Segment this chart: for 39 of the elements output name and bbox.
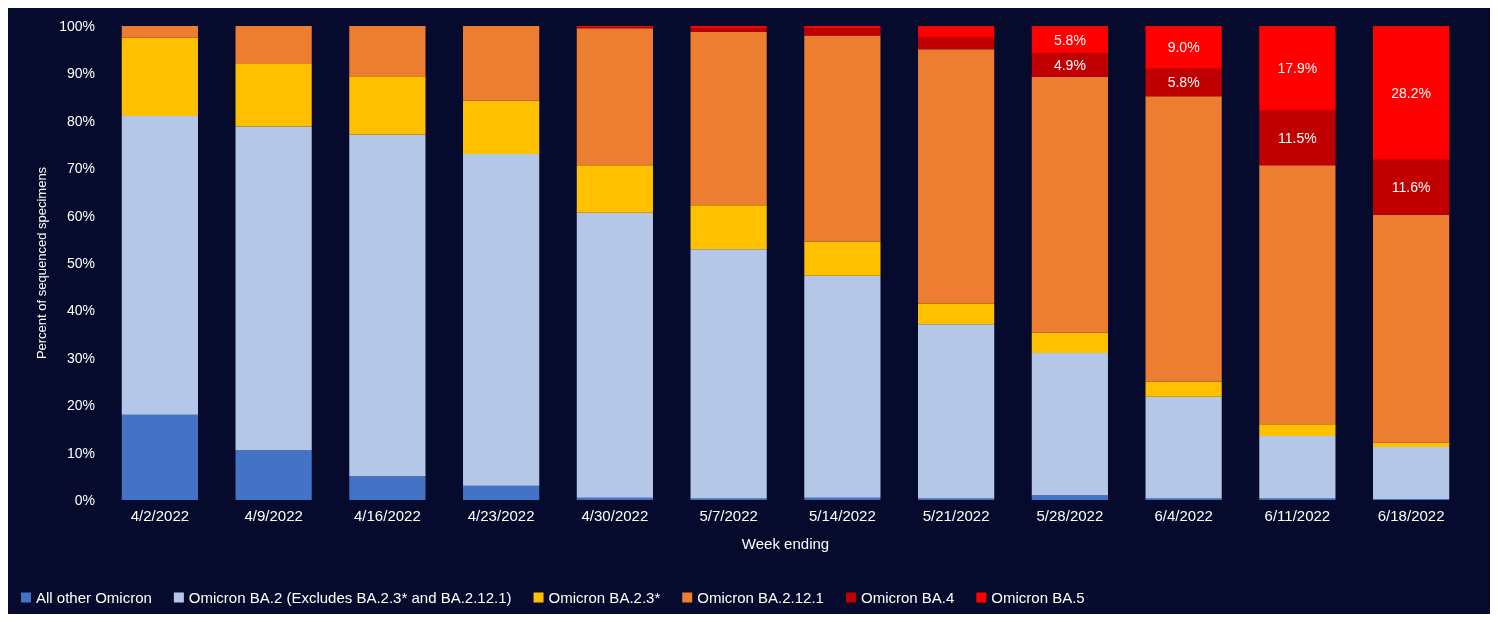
legend-label: Omicron BA.5 xyxy=(991,589,1085,606)
x-tick-label: 6/18/2022 xyxy=(1377,507,1445,524)
legend-label: All other Omicron xyxy=(36,589,152,606)
y-tick-label: 60% xyxy=(66,207,95,224)
y-tick-label: 80% xyxy=(66,112,95,129)
legend-label: Omicron BA.2 (Excludes BA.2.3* and BA.2.12.1) xyxy=(188,589,512,606)
y-tick-label: 70% xyxy=(66,160,95,177)
y-tick-label: 30% xyxy=(66,349,95,366)
data-label: 5.8% xyxy=(1167,74,1200,91)
x-tick-label: 5/21/2022 xyxy=(922,507,990,524)
legend-label: Omicron BA.4 xyxy=(860,589,955,606)
x-tick-label: 4/30/2022 xyxy=(581,507,649,524)
x-tick-label: 6/4/2022 xyxy=(1154,507,1213,524)
y-axis-title: Percent of sequenced specimens xyxy=(34,166,50,360)
x-tick-label: 4/2/2022 xyxy=(130,507,190,524)
data-label: 28.2% xyxy=(1391,84,1431,101)
y-tick-label: 40% xyxy=(66,302,95,319)
x-tick-label: 5/28/2022 xyxy=(1036,507,1104,524)
data-label: 17.9% xyxy=(1277,60,1318,77)
y-tick-label: 10% xyxy=(66,444,95,461)
x-tick-label: 6/11/2022 xyxy=(1264,507,1331,524)
y-tick-label: 20% xyxy=(66,397,95,414)
data-label: 4.9% xyxy=(1053,57,1086,74)
data-label: 5.8% xyxy=(1053,31,1086,48)
y-tick-label: 50% xyxy=(66,255,95,271)
x-tick-label: 4/23/2022 xyxy=(467,507,535,524)
legend-label: Omicron BA.2.12.1 xyxy=(697,589,824,606)
y-tick-label: 90% xyxy=(66,65,95,82)
x-tick-label: 5/14/2022 xyxy=(809,507,876,524)
data-label: 9.0% xyxy=(1167,39,1200,56)
x-axis-title: Week ending xyxy=(741,535,830,552)
x-tick-label: 4/16/2022 xyxy=(354,507,421,524)
y-tick-label: 0% xyxy=(74,492,95,508)
x-tick-label: 4/9/2022 xyxy=(244,507,303,524)
x-tick-label: 5/7/2022 xyxy=(699,507,758,524)
data-label: 11.5% xyxy=(1278,130,1317,147)
data-label: 11.6% xyxy=(1391,179,1431,196)
legend-label: Omicron BA.2.3* xyxy=(548,589,661,606)
y-tick-label: 100% xyxy=(59,18,95,34)
